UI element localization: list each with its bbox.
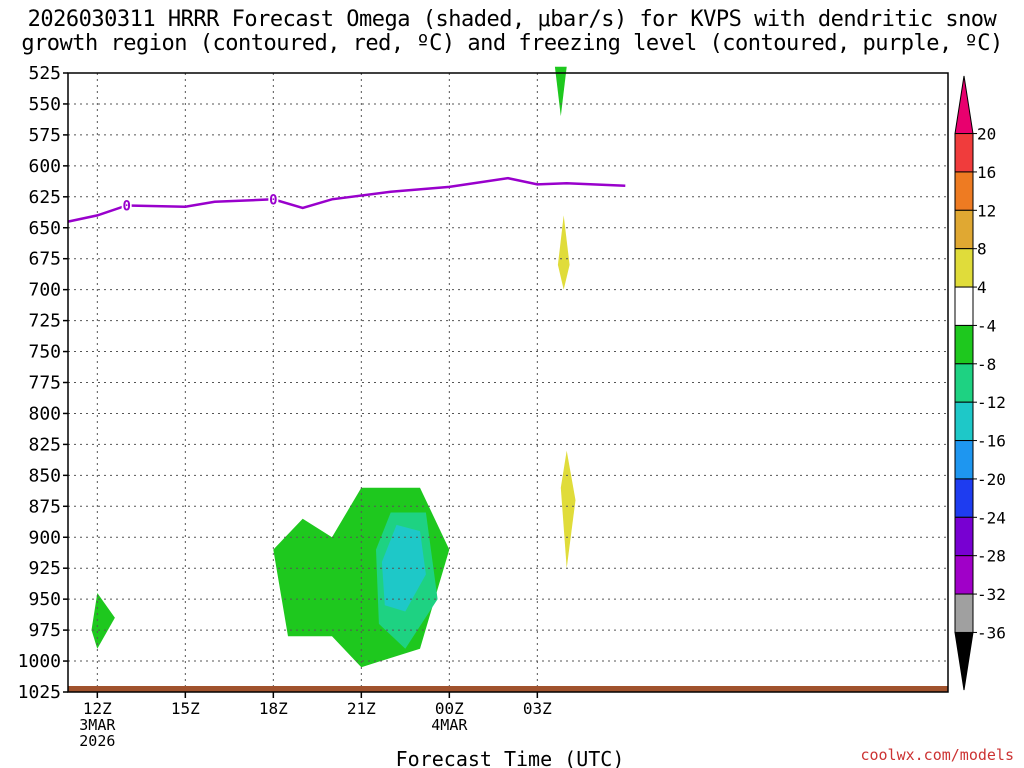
y-tick-label-600: 600: [28, 156, 61, 177]
freezing-level-label-0: 0: [122, 198, 130, 214]
colorbar-seg-4: [954, 248, 974, 288]
x-tick-label-12Z: 12Z: [83, 699, 112, 718]
y-tick-label-550: 550: [28, 94, 61, 115]
freezing-label-bg-0: [121, 197, 132, 213]
y-tick-label-700: 700: [28, 280, 61, 301]
x-tick-date-12Z: 3MAR: [79, 716, 116, 734]
freezing-level-line: [67, 176, 626, 223]
omega-region-0: [554, 66, 567, 117]
omega-region-1: [557, 215, 570, 290]
y-tick-label-800: 800: [28, 403, 61, 424]
y-tick-label-825: 825: [28, 434, 61, 455]
colorbar-seg-3: [954, 209, 974, 250]
x-tick-label-00Z: 00Z: [435, 699, 464, 718]
y-tick-label-950: 950: [28, 589, 61, 610]
colorbar-seg-13: [954, 593, 974, 633]
colorbar-label--8: -8: [977, 355, 996, 374]
colorbar-seg-10: [954, 478, 974, 518]
colorbar-label-4: 4: [977, 278, 987, 297]
colorbar-top-arrow: [954, 75, 974, 135]
chart-title: 2026030311 HRRR Forecast Omega (shaded, …: [0, 8, 1024, 56]
watermark: coolwx.com/models: [860, 746, 1014, 764]
y-tick-label-975: 975: [28, 620, 61, 641]
colorbar: 20 16 12 8 4 -4 -8 -12 -16 -20 -24 -28 -32 -36: [954, 75, 1006, 691]
x-tick-label-03Z: 03Z: [523, 699, 552, 718]
colorbar-seg-2: [954, 171, 974, 211]
y-tick-label-1000: 1000: [18, 651, 61, 672]
x-tick-year-12Z: 2026: [79, 732, 115, 750]
colorbar-label--4: -4: [977, 316, 996, 335]
colorbar-label--16: -16: [977, 432, 1006, 451]
colorbar-label-20: 20: [977, 125, 996, 144]
y-axis-ticks: 525 550 575 600 625 650 675 700 725 750 775 800 825 8…: [18, 63, 68, 703]
y-tick-label-775: 775: [28, 373, 61, 394]
colorbar-label--28: -28: [977, 547, 1006, 566]
freezing-label-bg-1: [268, 191, 279, 207]
omega-region-2: [560, 450, 576, 569]
y-tick-label-750: 750: [28, 342, 61, 363]
colorbar-label-16: 16: [977, 163, 996, 182]
colorbar-label-12: 12: [977, 201, 996, 220]
y-tick-label-850: 850: [28, 465, 61, 486]
x-tick-date-00Z: 4MAR: [431, 716, 468, 734]
ground-strip: [68, 686, 948, 692]
colorbar-seg-9: [954, 440, 974, 480]
omega-region-3: [91, 593, 115, 649]
y-tick-label-725: 725: [28, 311, 61, 332]
y-tick-label-925: 925: [28, 558, 61, 579]
y-tick-label-675: 675: [28, 249, 61, 270]
colorbar-label--24: -24: [977, 508, 1006, 527]
y-tick-label-875: 875: [28, 496, 61, 517]
y-tick-label-1025: 1025: [18, 682, 61, 703]
chart-title-line-2: growth region (contoured, red, ºC) and f…: [21, 31, 1003, 56]
colorbar-seg-7: [954, 363, 974, 403]
y-tick-label-525: 525: [28, 63, 61, 84]
x-axis-label: Forecast Time (UTC): [396, 747, 625, 768]
colorbar-seg-5: [954, 286, 974, 326]
y-tick-label-625: 625: [28, 187, 61, 208]
colorbar-label--36: -36: [977, 623, 1006, 642]
y-tick-label-650: 650: [28, 218, 61, 239]
y-tick-label-900: 900: [28, 527, 61, 548]
colorbar-label-8: 8: [977, 240, 987, 259]
grid-lines: [68, 72, 948, 693]
omega-region-6: [381, 524, 426, 612]
ground-fill: [68, 686, 948, 692]
colorbar-bottom-arrow: [954, 631, 974, 691]
colorbar-seg-1: [954, 133, 974, 173]
x-tick-label-21Z: 21Z: [347, 699, 376, 718]
colorbar-label--32: -32: [977, 585, 1006, 604]
y-tick-label-575: 575: [28, 125, 61, 146]
colorbar-seg-8: [954, 401, 974, 442]
omega-shading: [91, 66, 576, 668]
x-tick-label-15Z: 15Z: [171, 699, 200, 718]
colorbar-seg-12: [954, 555, 974, 595]
colorbar-seg-6: [954, 324, 974, 365]
colorbar-label--12: -12: [977, 393, 1006, 412]
chart-title-line-1: 2026030311 HRRR Forecast Omega (shaded, …: [27, 7, 997, 32]
x-tick-label-18Z: 18Z: [259, 699, 288, 718]
colorbar-seg-11: [954, 516, 974, 557]
colorbar-label--20: -20: [977, 470, 1006, 489]
freezing-level-label-1: 0: [269, 192, 277, 208]
